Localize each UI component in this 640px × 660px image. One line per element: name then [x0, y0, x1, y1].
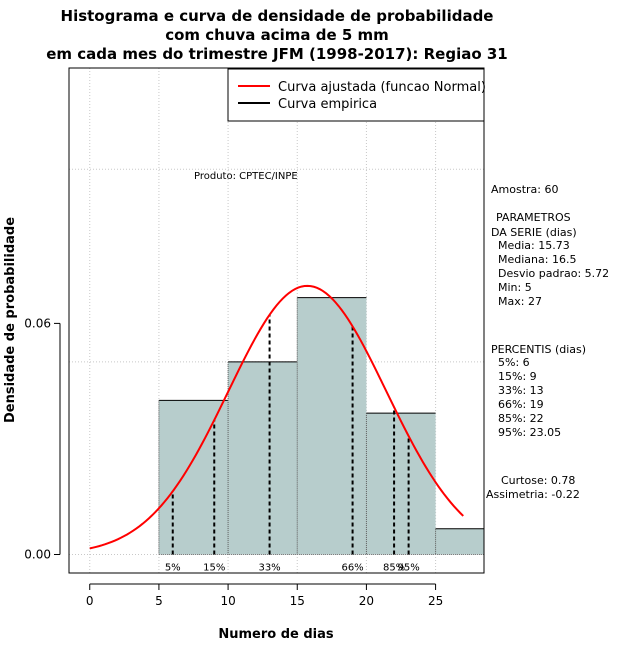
percentile-label-4: 85% [383, 563, 405, 574]
percentil-85: 85%: 22 [498, 412, 544, 425]
legend: Curva ajustada (funcao Normal) Curva emp… [227, 68, 486, 122]
histogram-bars [158, 297, 484, 556]
legend-label-normal: Curva ajustada (funcao Normal) [278, 80, 486, 95]
percentile-label-0: 5% [165, 563, 181, 574]
histogram-bar-2 [297, 297, 367, 555]
legend-box [227, 68, 485, 122]
legend-label-empirical: Curva empirica [278, 97, 377, 112]
kurtosis: Curtose: 0.78 [501, 474, 575, 487]
title-line-2: com chuva acima de 5 mm [165, 26, 389, 44]
stats-panel: Amostra: 60 PARAMETROS DA SERIE (dias) M… [486, 183, 609, 501]
percentile-label-3: 66% [341, 563, 363, 574]
x-tick-label-2: 10 [220, 594, 235, 608]
params-title-1: PARAMETROS [496, 211, 571, 224]
histogram-bar-0 [158, 400, 229, 555]
percentil-15: 15%: 9 [498, 370, 537, 383]
histogram-bar-4 [435, 528, 484, 555]
percentile-lines: 5% 15% 33% 66% 85%95% [165, 314, 420, 574]
percentil-5: 5%: 6 [498, 356, 530, 369]
param-max: Max: 27 [498, 295, 542, 308]
x-axis-title: Numero de dias [218, 627, 334, 642]
histogram-bar-1 [228, 361, 298, 555]
param-mean: Media: 15.73 [498, 239, 570, 252]
param-min: Min: 5 [498, 281, 532, 294]
normal-curve-layer [89, 284, 464, 550]
params-title-2: DA SERIE (dias) [491, 226, 577, 239]
percentile-label-1: 15% [203, 563, 225, 574]
percentile-label-5: 95% [397, 563, 419, 574]
chart-title: Histograma e curva de densidade de proba… [46, 7, 508, 63]
percentile-label-2: 33% [258, 563, 280, 574]
skewness: Assimetria: -0.22 [486, 488, 580, 501]
title-line-3: em cada mes do trimestre JFM (1998-2017)… [46, 45, 508, 63]
x-tick-label-5: 25 [428, 594, 443, 608]
x-tick-label-4: 20 [359, 594, 374, 608]
product-label: Produto: CPTEC/INPE [194, 171, 298, 182]
percentil-95: 95%: 23.05 [498, 426, 561, 439]
x-tick-label-0: 0 [86, 594, 94, 608]
x-tick-label-1: 5 [155, 594, 163, 608]
normal-curve [89, 284, 464, 550]
y-tick-label-1: 0.06 [24, 316, 51, 330]
histogram-bar-3 [366, 413, 436, 555]
y-tick-label-0: 0.00 [24, 548, 51, 562]
percentis-title: PERCENTIS (dias) [491, 343, 586, 356]
plot-frame [68, 67, 485, 574]
percentil-33: 33%: 13 [498, 384, 544, 397]
sample-size: Amostra: 60 [491, 183, 558, 196]
x-tick-label-3: 15 [290, 594, 305, 608]
percentil-66: 66%: 19 [498, 398, 544, 411]
y-axis-title: Densidade de probabilidade [3, 217, 18, 423]
param-median: Mediana: 16.5 [498, 253, 576, 266]
title-line-1: Histograma e curva de densidade de proba… [61, 7, 494, 25]
axes-layer: 0 5 10 15 20 25 0.00 0.06 [24, 316, 443, 608]
param-sd: Desvio padrao: 5.72 [498, 267, 609, 280]
